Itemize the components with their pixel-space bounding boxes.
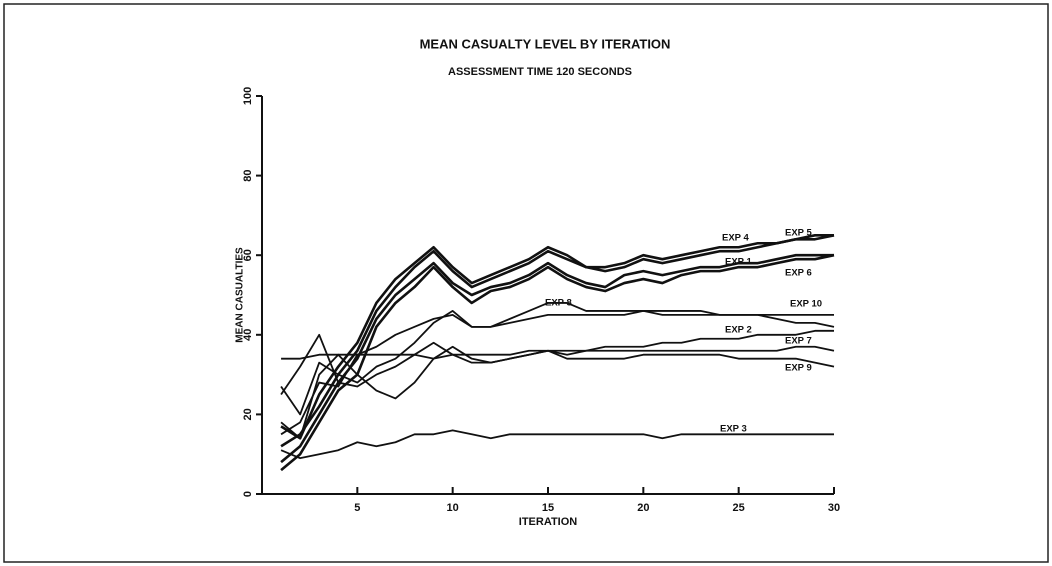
x-tick-label: 25 — [733, 502, 745, 514]
series-label: EXP 10 — [790, 299, 822, 310]
y-axis-label: MEAN CASUALTIES — [235, 247, 246, 343]
series-line — [280, 234, 834, 440]
x-axis-label: ITERATION — [519, 516, 578, 528]
chart-title: MEAN CASUALTY LEVEL BY ITERATION — [420, 36, 671, 51]
series-line — [280, 253, 835, 472]
x-tick-label: 15 — [542, 502, 554, 514]
series-label: EXP 7 — [785, 336, 812, 347]
y-tick-label: 0 — [242, 491, 254, 497]
series-label: EXP 9 — [785, 363, 812, 374]
series-line — [280, 234, 835, 448]
series-line — [280, 253, 834, 464]
series-label: EXP 6 — [785, 268, 812, 279]
series-label: EXP 5 — [785, 228, 812, 239]
y-tick-label: 80 — [242, 169, 254, 181]
x-tick-label: 30 — [828, 502, 840, 514]
series-label: EXP 8 — [545, 298, 572, 309]
y-tick-label: 100 — [242, 87, 254, 105]
series-label: EXP 4 — [722, 233, 749, 244]
y-tick-label: 60 — [242, 249, 254, 261]
chart-subtitle: ASSESSMENT TIME 120 SECONDS — [448, 66, 632, 78]
y-tick-label: 20 — [242, 408, 254, 420]
series-line — [280, 429, 834, 460]
x-tick-label: 20 — [637, 502, 649, 514]
y-tick-label: 40 — [242, 329, 254, 341]
series-line — [281, 345, 835, 360]
series-line — [280, 333, 835, 396]
series-label: EXP 1 — [725, 257, 752, 268]
x-tick-label: 10 — [447, 502, 459, 514]
frame — [3, 3, 1049, 563]
series-line — [280, 329, 834, 440]
series-label: EXP 2 — [725, 325, 752, 336]
x-tick-label: 5 — [354, 502, 360, 514]
series-line — [280, 310, 834, 436]
series-label: EXP 3 — [720, 424, 747, 435]
